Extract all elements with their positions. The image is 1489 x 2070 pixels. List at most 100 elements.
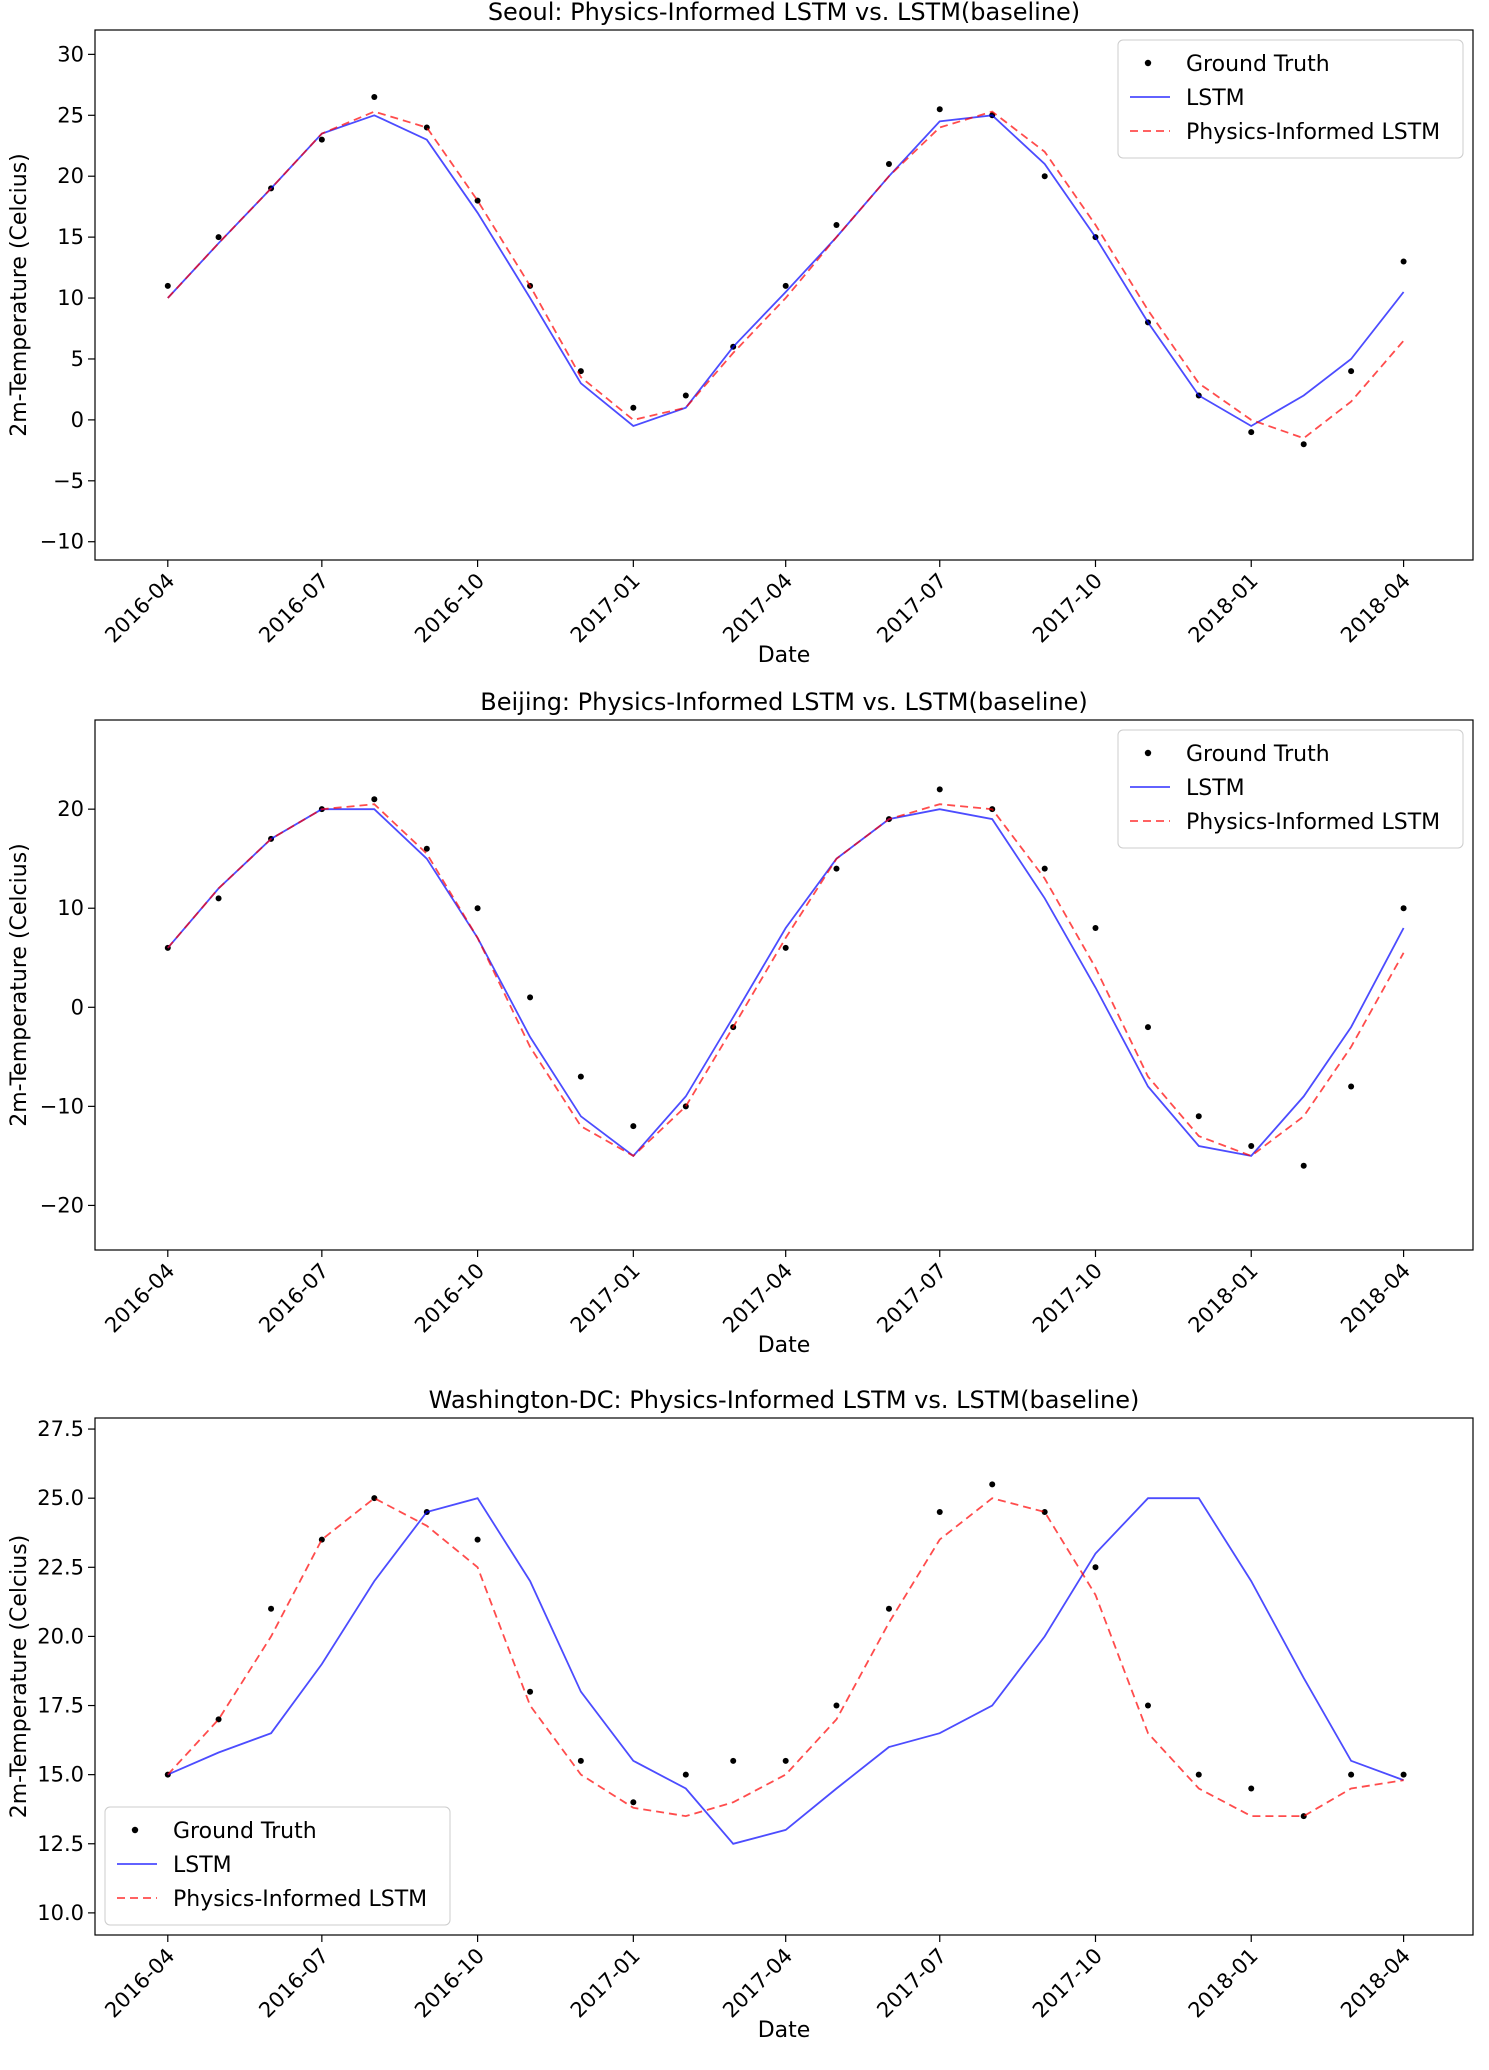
ground-truth-point: [936, 786, 943, 793]
x-tick-label: 2016-07: [254, 1944, 333, 2023]
x-tick-label: 2018-04: [1336, 569, 1415, 648]
x-tick-label: 2018-04: [1336, 1259, 1415, 1338]
ground-truth-point: [1400, 258, 1407, 265]
x-tick-label: 2017-07: [872, 1259, 951, 1338]
x-tick-label: 2016-04: [100, 1259, 179, 1338]
legend-label: LSTM: [173, 1853, 232, 1878]
ground-truth-point: [936, 106, 943, 113]
x-tick-label: 2016-07: [254, 569, 333, 648]
x-tick-label: 2016-10: [410, 569, 489, 648]
legend-label: Physics-Informed LSTM: [1186, 810, 1440, 835]
y-tick-label: 15: [57, 225, 84, 249]
ground-truth-point: [682, 1771, 689, 1778]
x-tick-label: 2016-10: [410, 1259, 489, 1338]
ground-truth-point: [630, 404, 637, 411]
ground-truth-point: [630, 1799, 637, 1806]
legend-box: [104, 1806, 451, 1926]
y-tick-label: −5: [53, 469, 84, 493]
chart-title: Beijing: Physics-Informed LSTM vs. LSTM(…: [480, 688, 1087, 716]
ground-truth-point: [1248, 1785, 1255, 1792]
ground-truth-point: [318, 136, 325, 143]
y-tick-label: 27.5: [37, 1417, 84, 1441]
ground-truth-point: [474, 905, 481, 912]
physics-informed-lstm-line: [167, 110, 1405, 440]
ground-truth-point: [1400, 905, 1407, 912]
ground-truth-point: [527, 994, 534, 1001]
y-tick-label: 10.0: [37, 1901, 84, 1925]
ground-truth-point: [1041, 865, 1048, 872]
y-tick-label: 10: [57, 286, 84, 310]
physics-informed-lstm-line: [167, 803, 1405, 1158]
ground-truth-point: [936, 1509, 943, 1515]
ground-truth-point: [577, 1073, 584, 1080]
lstm-line: [167, 1497, 1404, 1845]
x-tick-label: 2017-07: [872, 1944, 951, 2023]
ground-truth-point: [371, 796, 378, 803]
chart-title: Washington-DC: Physics-Informed LSTM vs.…: [429, 1386, 1140, 1414]
y-tick-label: 20: [57, 797, 84, 821]
y-tick-label: 22.5: [37, 1555, 84, 1579]
legend: Ground Truth LSTM Physics-Informed LSTM: [1117, 39, 1464, 159]
ground-truth-point: [782, 1757, 789, 1764]
y-tick-label: 20.0: [37, 1624, 84, 1648]
y-tick-label: −10: [40, 1094, 84, 1118]
x-tick-label: 2018-01: [1184, 1944, 1263, 2023]
chart-title: Seoul: Physics-Informed LSTM vs. LSTM(ba…: [488, 0, 1080, 26]
ground-truth-point: [833, 865, 840, 872]
x-tick-label: 2016-04: [100, 1944, 179, 2023]
y-tick-label: −10: [40, 530, 84, 554]
legend-box: [1117, 729, 1464, 849]
x-tick-label: 2016-04: [100, 569, 179, 648]
x-axis-label: Date: [758, 643, 811, 668]
x-tick-label: 2017-01: [566, 1259, 645, 1338]
plot-area: [164, 94, 1407, 448]
legend-label: Ground Truth: [1186, 52, 1330, 77]
legend-marker-ground-truth: [1144, 749, 1152, 757]
legend-label: LSTM: [1186, 86, 1245, 111]
physics-informed-lstm-line: [167, 1497, 1404, 1818]
axes-frame: [94, 29, 1474, 561]
y-tick-label: 15.0: [37, 1763, 84, 1787]
ground-truth-point: [215, 234, 222, 241]
ground-truth-point: [1195, 1771, 1202, 1778]
ground-truth-point: [782, 282, 789, 289]
ground-truth-point: [782, 944, 789, 951]
chart-2: Washington-DC: Physics-Informed LSTM vs.…: [7, 1386, 1474, 2043]
x-axis-label: Date: [758, 2018, 811, 2043]
y-tick-label: 17.5: [37, 1694, 84, 1718]
ground-truth-point: [371, 94, 378, 101]
ground-truth-point: [1041, 1509, 1048, 1515]
x-tick-label: 2016-10: [410, 1944, 489, 2023]
ground-truth-point: [989, 1481, 996, 1488]
x-tick-label: 2018-01: [1184, 1259, 1263, 1338]
ground-truth-point: [1348, 368, 1355, 375]
x-axis-label: Date: [758, 1333, 811, 1358]
ground-truth-point: [215, 895, 222, 902]
ground-truth-point: [833, 221, 840, 228]
chart-0: Seoul: Physics-Informed LSTM vs. LSTM(ba…: [7, 0, 1474, 668]
legend-box: [1117, 39, 1464, 159]
ground-truth-point: [1092, 1564, 1099, 1571]
axes-frame: [94, 719, 1474, 1251]
x-tick-label: 2017-10: [1028, 569, 1107, 648]
y-axis-label: 2m-Temperature (Celcius): [7, 843, 32, 1127]
x-tick-label: 2017-04: [718, 1259, 797, 1338]
y-tick-label: 25: [57, 103, 84, 127]
ground-truth-point: [1195, 1113, 1202, 1120]
y-tick-label: 30: [57, 42, 84, 66]
ground-truth-point: [577, 1757, 584, 1764]
ground-truth-point: [474, 1536, 481, 1543]
legend-label: LSTM: [1186, 776, 1245, 801]
y-tick-label: 5: [71, 347, 84, 371]
plot-area: [164, 1481, 1407, 1845]
ground-truth-point: [1144, 1702, 1151, 1709]
y-tick-label: 0: [71, 408, 84, 432]
ground-truth-point: [885, 161, 892, 168]
x-tick-label: 2018-04: [1336, 1944, 1415, 2023]
x-tick-label: 2017-10: [1028, 1259, 1107, 1338]
legend: Ground Truth LSTM Physics-Informed LSTM: [104, 1806, 451, 1926]
ground-truth-point: [1092, 925, 1099, 932]
ground-truth-point: [1144, 1024, 1151, 1031]
ground-truth-point: [527, 1688, 534, 1695]
ground-truth-point: [1248, 429, 1255, 436]
